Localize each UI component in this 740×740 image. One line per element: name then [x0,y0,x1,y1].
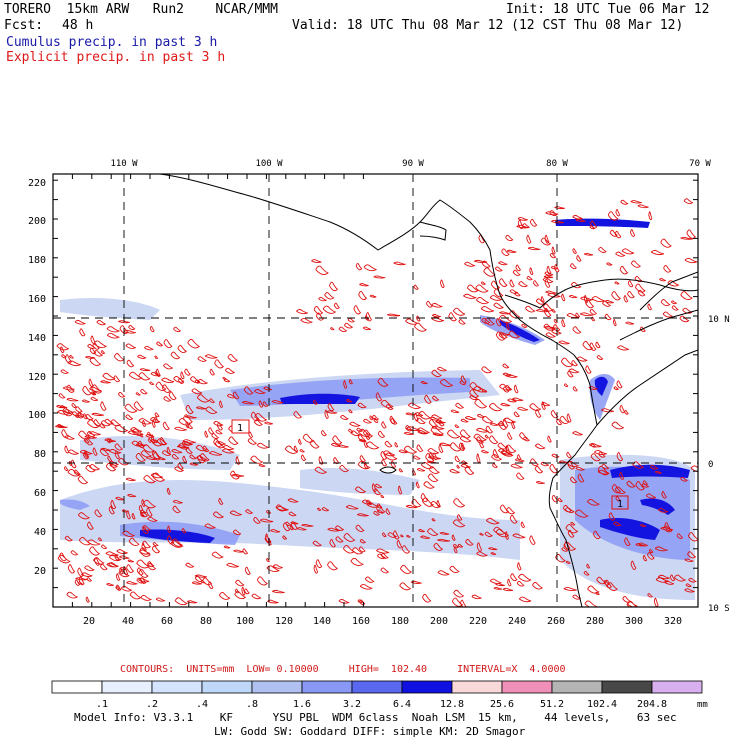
lon-label: 70 W [689,159,711,169]
colorbar-swatch [401,680,453,694]
forecast-hour: 48 h [62,18,94,33]
colorbar-label: 25.6 [490,699,514,710]
x-tick-label: 220 [469,616,487,627]
colorbar-label: 51.2 [540,699,564,710]
coastlines [159,174,698,607]
colorbar-swatch [151,680,203,694]
axis-ticks [52,174,698,608]
model-info-line2: LW: Godd SW: Goddard DIFF: simple KM: 2D… [214,725,526,738]
contour-lines [55,198,698,607]
forecast-label: Fcst: [4,18,44,33]
y-tick-label: 20 [34,566,46,577]
colorbar-label: 204.8 [637,699,667,710]
colorbar-swatch [601,680,653,694]
explicit-precip-contours [55,198,698,607]
colorbar-swatch [551,680,603,694]
init-time: Init: 18 UTC Tue 06 Mar 12 [506,2,710,17]
x-tick-label: 320 [664,616,682,627]
colorbar-swatch [501,680,553,694]
lat-label: 0 [708,460,713,470]
x-tick-label: 280 [586,616,604,627]
map-frame [52,173,699,608]
lat-labels: 10 N 0 10 S [708,315,730,614]
lon-label: 110 W [110,159,138,169]
svg-text:1: 1 [237,423,243,434]
x-tick-label: 180 [391,616,409,627]
x-tick-label: 300 [625,616,643,627]
y-tick-label: 220 [28,178,46,189]
colorbar-swatch [51,680,103,694]
x-tick-label: 120 [275,616,293,627]
colorbar-swatch [451,680,503,694]
svg-text:1: 1 [617,499,623,510]
model-title: TORERO 15km ARW Run2 NCAR/MMM [4,2,278,17]
lon-labels: 110 W 100 W 90 W 80 W 70 W [110,159,711,169]
colorbar-label: 6.4 [393,699,411,710]
colorbar-label: 12.8 [440,699,464,710]
colorbar-swatch [251,680,303,694]
colorbar-label: .8 [246,699,258,710]
x-tick-label: 80 [200,616,212,627]
y-tick-label: 180 [28,255,46,266]
x-tick-label: 100 [236,616,254,627]
x-index-labels: 20 40 60 80 100 120 140 160 180 200 220 … [83,616,682,627]
lon-label: 80 W [546,159,568,169]
colorbar-label: .2 [146,699,158,710]
y-index-labels: 220 200 180 160 140 120 100 80 60 40 20 [28,178,46,577]
x-tick-label: 200 [430,616,448,627]
x-tick-label: 140 [313,616,331,627]
colorbar-label: .4 [196,699,208,710]
cumulus-field-title: Cumulus precip. in past 3 h [6,35,218,50]
x-tick-label: 40 [122,616,134,627]
colorbar-unit: mm [697,700,708,710]
label-box-1: 1 [231,419,250,434]
model-info-line1: Model Info: V3.3.1 KF YSU PBL WDM 6class… [74,711,677,724]
y-tick-label: 100 [28,410,46,421]
label-box-2: 1 [611,495,629,510]
explicit-field-title: Explicit precip. in past 3 h [6,50,226,65]
colorbar-label: 102.4 [587,699,617,710]
x-tick-label: 60 [161,616,173,627]
lat-label: 10 S [708,604,730,614]
lat-lon-grid [53,174,698,607]
colorbar-label: .1 [96,699,108,710]
contour-info: CONTOURS: UNITS=mm LOW= 0.10000 HIGH= 10… [120,664,566,675]
colorbar-swatch [101,680,153,694]
colorbar-swatch [201,680,253,694]
precip-colorbar: .1 .2 .4 .8 1.6 3.2 6.4 12.8 25.6 51.2 102.4 204.8 [51,680,703,710]
colorbar-label: 1.6 [293,699,311,710]
colorbar-swatch [351,680,403,694]
colorbar-swatch [651,680,703,694]
y-tick-label: 160 [28,294,46,305]
x-tick-label: 260 [547,616,565,627]
y-tick-label: 120 [28,372,46,383]
colorbar-swatch [301,680,353,694]
y-tick-label: 40 [34,527,46,538]
colorbar-label: 3.2 [343,699,361,710]
y-tick-label: 140 [28,333,46,344]
lon-label: 100 W [255,159,283,169]
x-tick-label: 160 [352,616,370,627]
lat-label: 10 N [708,315,730,325]
lon-label: 90 W [402,159,424,169]
y-tick-label: 80 [34,449,46,460]
x-tick-label: 20 [83,616,95,627]
valid-time: Valid: 18 UTC Thu 08 Mar 12 (12 CST Thu … [292,18,684,33]
y-tick-label: 60 [34,488,46,499]
y-tick-label: 200 [28,216,46,227]
x-tick-label: 240 [508,616,526,627]
